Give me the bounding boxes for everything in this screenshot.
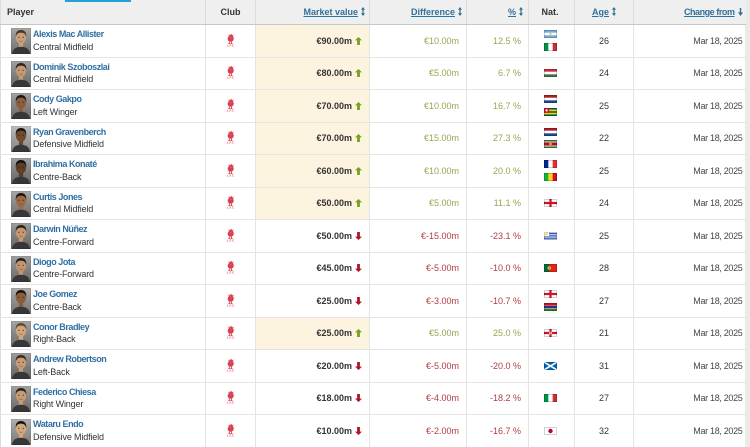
svg-text:L.F.C: L.F.C: [227, 271, 235, 274]
svg-text:L.F.C: L.F.C: [227, 206, 235, 209]
svg-text:L.F.C: L.F.C: [227, 433, 235, 436]
svg-text:L.F.C: L.F.C: [227, 108, 235, 111]
svg-text:L.F.C: L.F.C: [227, 76, 235, 79]
svg-text:L.F.C: L.F.C: [227, 303, 235, 306]
svg-text:L.F.C: L.F.C: [227, 238, 235, 241]
svg-text:L.F.C: L.F.C: [227, 141, 235, 144]
svg-text:L.F.C: L.F.C: [227, 43, 235, 46]
svg-text:L.F.C: L.F.C: [227, 173, 235, 176]
svg-text:L.F.C: L.F.C: [227, 336, 235, 339]
svg-text:L.F.C: L.F.C: [227, 401, 235, 404]
svg-text:L.F.C: L.F.C: [227, 368, 235, 371]
